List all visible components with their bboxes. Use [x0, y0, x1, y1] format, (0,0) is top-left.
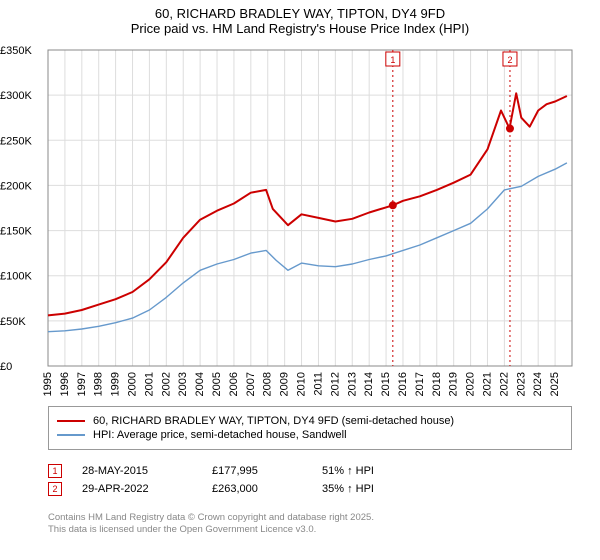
y-tick-label: £250K — [0, 135, 32, 147]
sale-date: 29-APR-2022 — [82, 483, 212, 495]
y-tick-label: £350K — [0, 45, 32, 57]
sale-pct: 51% ↑ HPI — [322, 465, 442, 477]
legend-label: 60, RICHARD BRADLEY WAY, TIPTON, DY4 9FD… — [93, 415, 454, 427]
legend-item: HPI: Average price, semi-detached house,… — [57, 429, 563, 441]
sale-pct: 35% ↑ HPI — [322, 483, 442, 495]
sale-row-marker: 1 — [48, 464, 62, 478]
sale-price: £177,995 — [212, 465, 322, 477]
x-tick-label: 1995 — [42, 372, 54, 396]
x-tick-label: 2001 — [143, 372, 155, 396]
y-tick-label: £150K — [0, 226, 32, 238]
x-tick-label: 2008 — [262, 372, 274, 396]
x-tick-label: 2017 — [414, 372, 426, 396]
legend-box: 60, RICHARD BRADLEY WAY, TIPTON, DY4 9FD… — [48, 406, 572, 450]
x-tick-label: 1999 — [110, 372, 122, 396]
x-tick-label: 2020 — [465, 372, 477, 396]
x-tick-label: 2006 — [228, 372, 240, 396]
attribution-line2: This data is licensed under the Open Gov… — [48, 524, 374, 536]
sale-date: 28-MAY-2015 — [82, 465, 212, 477]
attribution-text: Contains HM Land Registry data © Crown c… — [48, 512, 374, 537]
x-tick-label: 2012 — [329, 372, 341, 396]
sale-marker-dot — [389, 201, 397, 209]
x-tick-label: 2025 — [549, 372, 561, 396]
attribution-line1: Contains HM Land Registry data © Crown c… — [48, 512, 374, 524]
x-tick-label: 1998 — [93, 372, 105, 396]
x-tick-label: 2004 — [194, 372, 206, 396]
y-tick-label: £50K — [0, 316, 26, 328]
x-tick-label: 2002 — [160, 372, 172, 396]
title-address: 60, RICHARD BRADLEY WAY, TIPTON, DY4 9FD — [0, 6, 600, 21]
x-tick-label: 2011 — [312, 372, 324, 396]
chart-title-block: 60, RICHARD BRADLEY WAY, TIPTON, DY4 9FD… — [0, 0, 600, 36]
x-tick-label: 2023 — [515, 372, 527, 396]
x-tick-label: 2024 — [532, 372, 544, 396]
legend-swatch — [57, 420, 85, 422]
y-tick-label: £200K — [0, 180, 32, 192]
chart-area: £0 £50K £100K £150K £200K £250K £300K £350K 1995… — [0, 44, 580, 409]
x-tick-label: 2013 — [346, 372, 358, 396]
x-tick-label: 2018 — [431, 372, 443, 396]
x-tick-label: 2016 — [397, 372, 409, 396]
x-tick-label: 2015 — [380, 372, 392, 396]
sale-price: £263,000 — [212, 483, 322, 495]
legend-label: HPI: Average price, semi-detached house,… — [93, 429, 347, 441]
x-tick-label: 2019 — [448, 372, 460, 396]
x-tick-label: 2000 — [127, 372, 139, 396]
chart-svg: £0 £50K £100K £150K £200K £250K £300K £350K 1995… — [0, 44, 580, 404]
x-tick-label: 2022 — [498, 372, 510, 396]
sale-marker-num: 2 — [507, 55, 512, 65]
x-tick-label: 2014 — [363, 372, 375, 396]
legend-swatch — [57, 434, 85, 435]
sale-row: 1 28-MAY-2015£177,99551% ↑ HPI — [48, 464, 572, 478]
x-tick-label: 2021 — [481, 372, 493, 396]
x-tick-label: 2005 — [211, 372, 223, 396]
x-tick-label: 2009 — [279, 372, 291, 396]
x-tick-label: 2010 — [296, 372, 308, 396]
x-tick-label: 2003 — [177, 372, 189, 396]
y-tick-label: £300K — [0, 90, 32, 102]
title-subtitle: Price paid vs. HM Land Registry's House … — [0, 21, 600, 36]
x-tick-label: 1996 — [59, 372, 71, 396]
chart-container: 60, RICHARD BRADLEY WAY, TIPTON, DY4 9FD… — [0, 0, 600, 560]
x-tick-label: 2007 — [245, 372, 257, 396]
x-tick-label: 1997 — [76, 372, 88, 396]
sale-row: 2 29-APR-2022£263,00035% ↑ HPI — [48, 482, 572, 496]
sale-marker-dot — [506, 125, 514, 133]
legend-item: 60, RICHARD BRADLEY WAY, TIPTON, DY4 9FD… — [57, 415, 563, 427]
y-tick-label: £100K — [0, 271, 32, 283]
sale-row-marker: 2 — [48, 482, 62, 496]
sales-table: 1 28-MAY-2015£177,99551% ↑ HPI 2 29-APR-202… — [48, 460, 572, 500]
sale-marker-num: 1 — [390, 55, 395, 65]
y-tick-label: £0 — [0, 361, 12, 373]
